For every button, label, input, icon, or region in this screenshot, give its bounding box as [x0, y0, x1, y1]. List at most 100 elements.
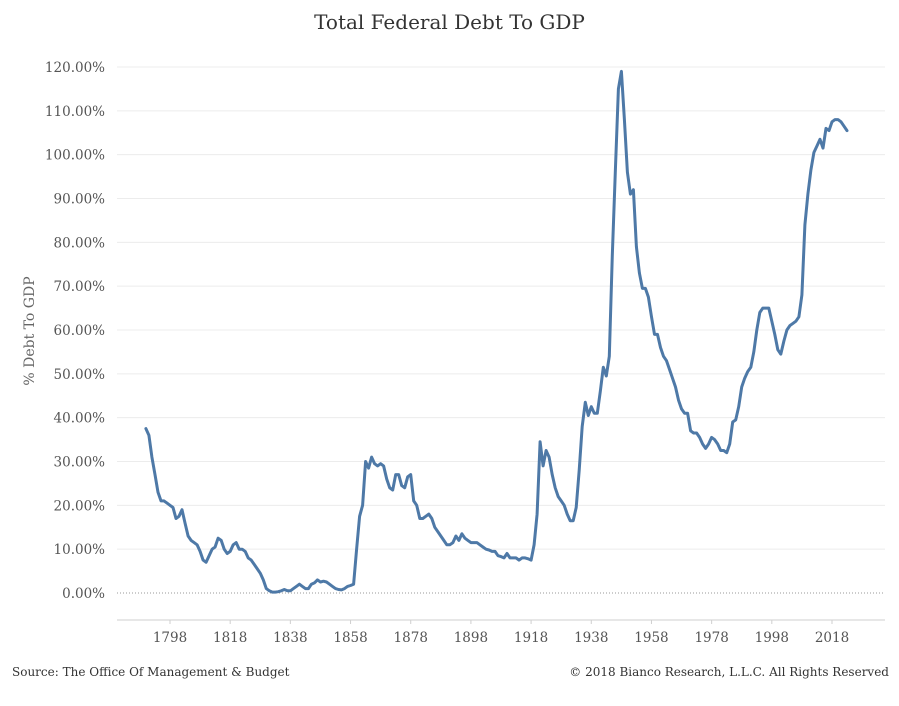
data-point [608, 355, 610, 357]
y-tick-label: 20.00% [54, 498, 106, 514]
data-point [695, 432, 697, 434]
y-axis-label: % Debt To GDP [22, 276, 38, 385]
y-tick-label: 60.00% [54, 323, 106, 339]
data-point [689, 430, 691, 432]
data-point [674, 386, 676, 388]
data-point [241, 548, 243, 550]
data-point [768, 307, 770, 309]
data-point [704, 447, 706, 449]
data-point [376, 465, 378, 467]
series-layer [144, 69, 849, 594]
data-point [226, 552, 228, 554]
data-point [199, 550, 201, 552]
data-point [340, 589, 342, 591]
data-point [668, 368, 670, 370]
y-axis-ticks: 0.00% 10.00% 20.00% 30.00% 40.00% 50.00% 60.00… [45, 60, 105, 602]
data-point [467, 539, 469, 541]
data-point [786, 329, 788, 331]
data-point [677, 399, 679, 401]
data-point [777, 349, 779, 351]
data-point [401, 484, 403, 486]
data-point [780, 353, 782, 355]
data-point [771, 320, 773, 322]
data-point [617, 88, 619, 90]
data-point [741, 386, 743, 388]
y-tick-label: 10.00% [54, 542, 106, 558]
data-point [416, 504, 418, 506]
data-point [220, 539, 222, 541]
data-point [449, 544, 451, 546]
data-point [626, 171, 628, 173]
data-point [217, 537, 219, 539]
data-point [349, 584, 351, 586]
data-point [398, 473, 400, 475]
data-point [313, 582, 315, 584]
data-point [635, 246, 637, 248]
x-tick-label: 1818 [213, 630, 247, 646]
y-tick-label: 0.00% [62, 586, 105, 602]
data-point [163, 500, 165, 502]
x-tick-label: 1858 [333, 630, 367, 646]
data-point [756, 329, 758, 331]
y-tick-label: 40.00% [54, 411, 106, 427]
y-tick-label: 70.00% [54, 279, 106, 295]
data-point [575, 506, 577, 508]
data-point [160, 500, 162, 502]
data-point [503, 557, 505, 559]
data-point [765, 307, 767, 309]
data-point [569, 520, 571, 522]
data-point [831, 121, 833, 123]
data-point [599, 390, 601, 392]
data-point [629, 193, 631, 195]
series-line-debt-to-gdp [144, 69, 849, 594]
data-point [262, 579, 264, 581]
data-point [644, 287, 646, 289]
data-point [587, 414, 589, 416]
data-point [404, 487, 406, 489]
data-point [154, 473, 156, 475]
x-tick-label: 1938 [574, 630, 608, 646]
data-point [515, 557, 517, 559]
data-point [590, 406, 592, 408]
data-point [732, 421, 734, 423]
data-point [286, 590, 288, 592]
data-point [665, 360, 667, 362]
data-point [533, 544, 535, 546]
data-point [530, 559, 532, 561]
data-point [364, 460, 366, 462]
data-point [789, 324, 791, 326]
copyright-note: © 2018 Bianco Research, L.L.C. All Right… [569, 665, 889, 679]
data-point [566, 513, 568, 515]
data-point [774, 333, 776, 335]
data-point [452, 541, 454, 543]
data-point [319, 581, 321, 583]
data-point [611, 254, 613, 256]
data-point [557, 495, 559, 497]
data-point [316, 579, 318, 581]
data-point [259, 572, 261, 574]
data-point [572, 520, 574, 522]
data-point [783, 340, 785, 342]
x-axis-ticks: 1798 1818 1838 1858 1878 1898 1918 1938 1958 1978… [153, 620, 849, 646]
data-point [346, 585, 348, 587]
data-point [331, 585, 333, 587]
data-point [422, 517, 424, 519]
data-point [653, 333, 655, 335]
data-point [379, 463, 381, 465]
data-point [536, 513, 538, 515]
data-point [247, 557, 249, 559]
data-point [819, 138, 821, 140]
data-point [301, 585, 303, 587]
data-point [268, 590, 270, 592]
data-point [683, 412, 685, 414]
data-point [623, 118, 625, 120]
data-point [476, 541, 478, 543]
data-point [157, 491, 159, 493]
x-tick-label: 2018 [815, 630, 849, 646]
data-point [837, 118, 839, 120]
data-point [792, 322, 794, 324]
data-point [440, 535, 442, 537]
data-point [825, 127, 827, 129]
data-point [614, 171, 616, 173]
data-point [265, 587, 267, 589]
